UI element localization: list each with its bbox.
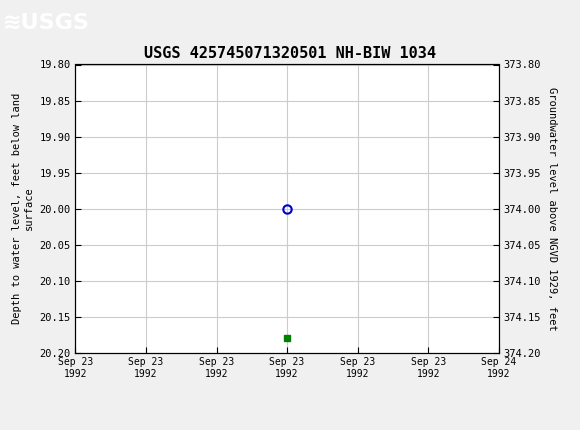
Y-axis label: Depth to water level, feet below land
surface: Depth to water level, feet below land su…	[12, 93, 34, 324]
Text: ≋USGS: ≋USGS	[3, 12, 90, 33]
Y-axis label: Groundwater level above NGVD 1929, feet: Groundwater level above NGVD 1929, feet	[547, 87, 557, 330]
Text: USGS 425745071320501 NH-BIW 1034: USGS 425745071320501 NH-BIW 1034	[144, 46, 436, 61]
